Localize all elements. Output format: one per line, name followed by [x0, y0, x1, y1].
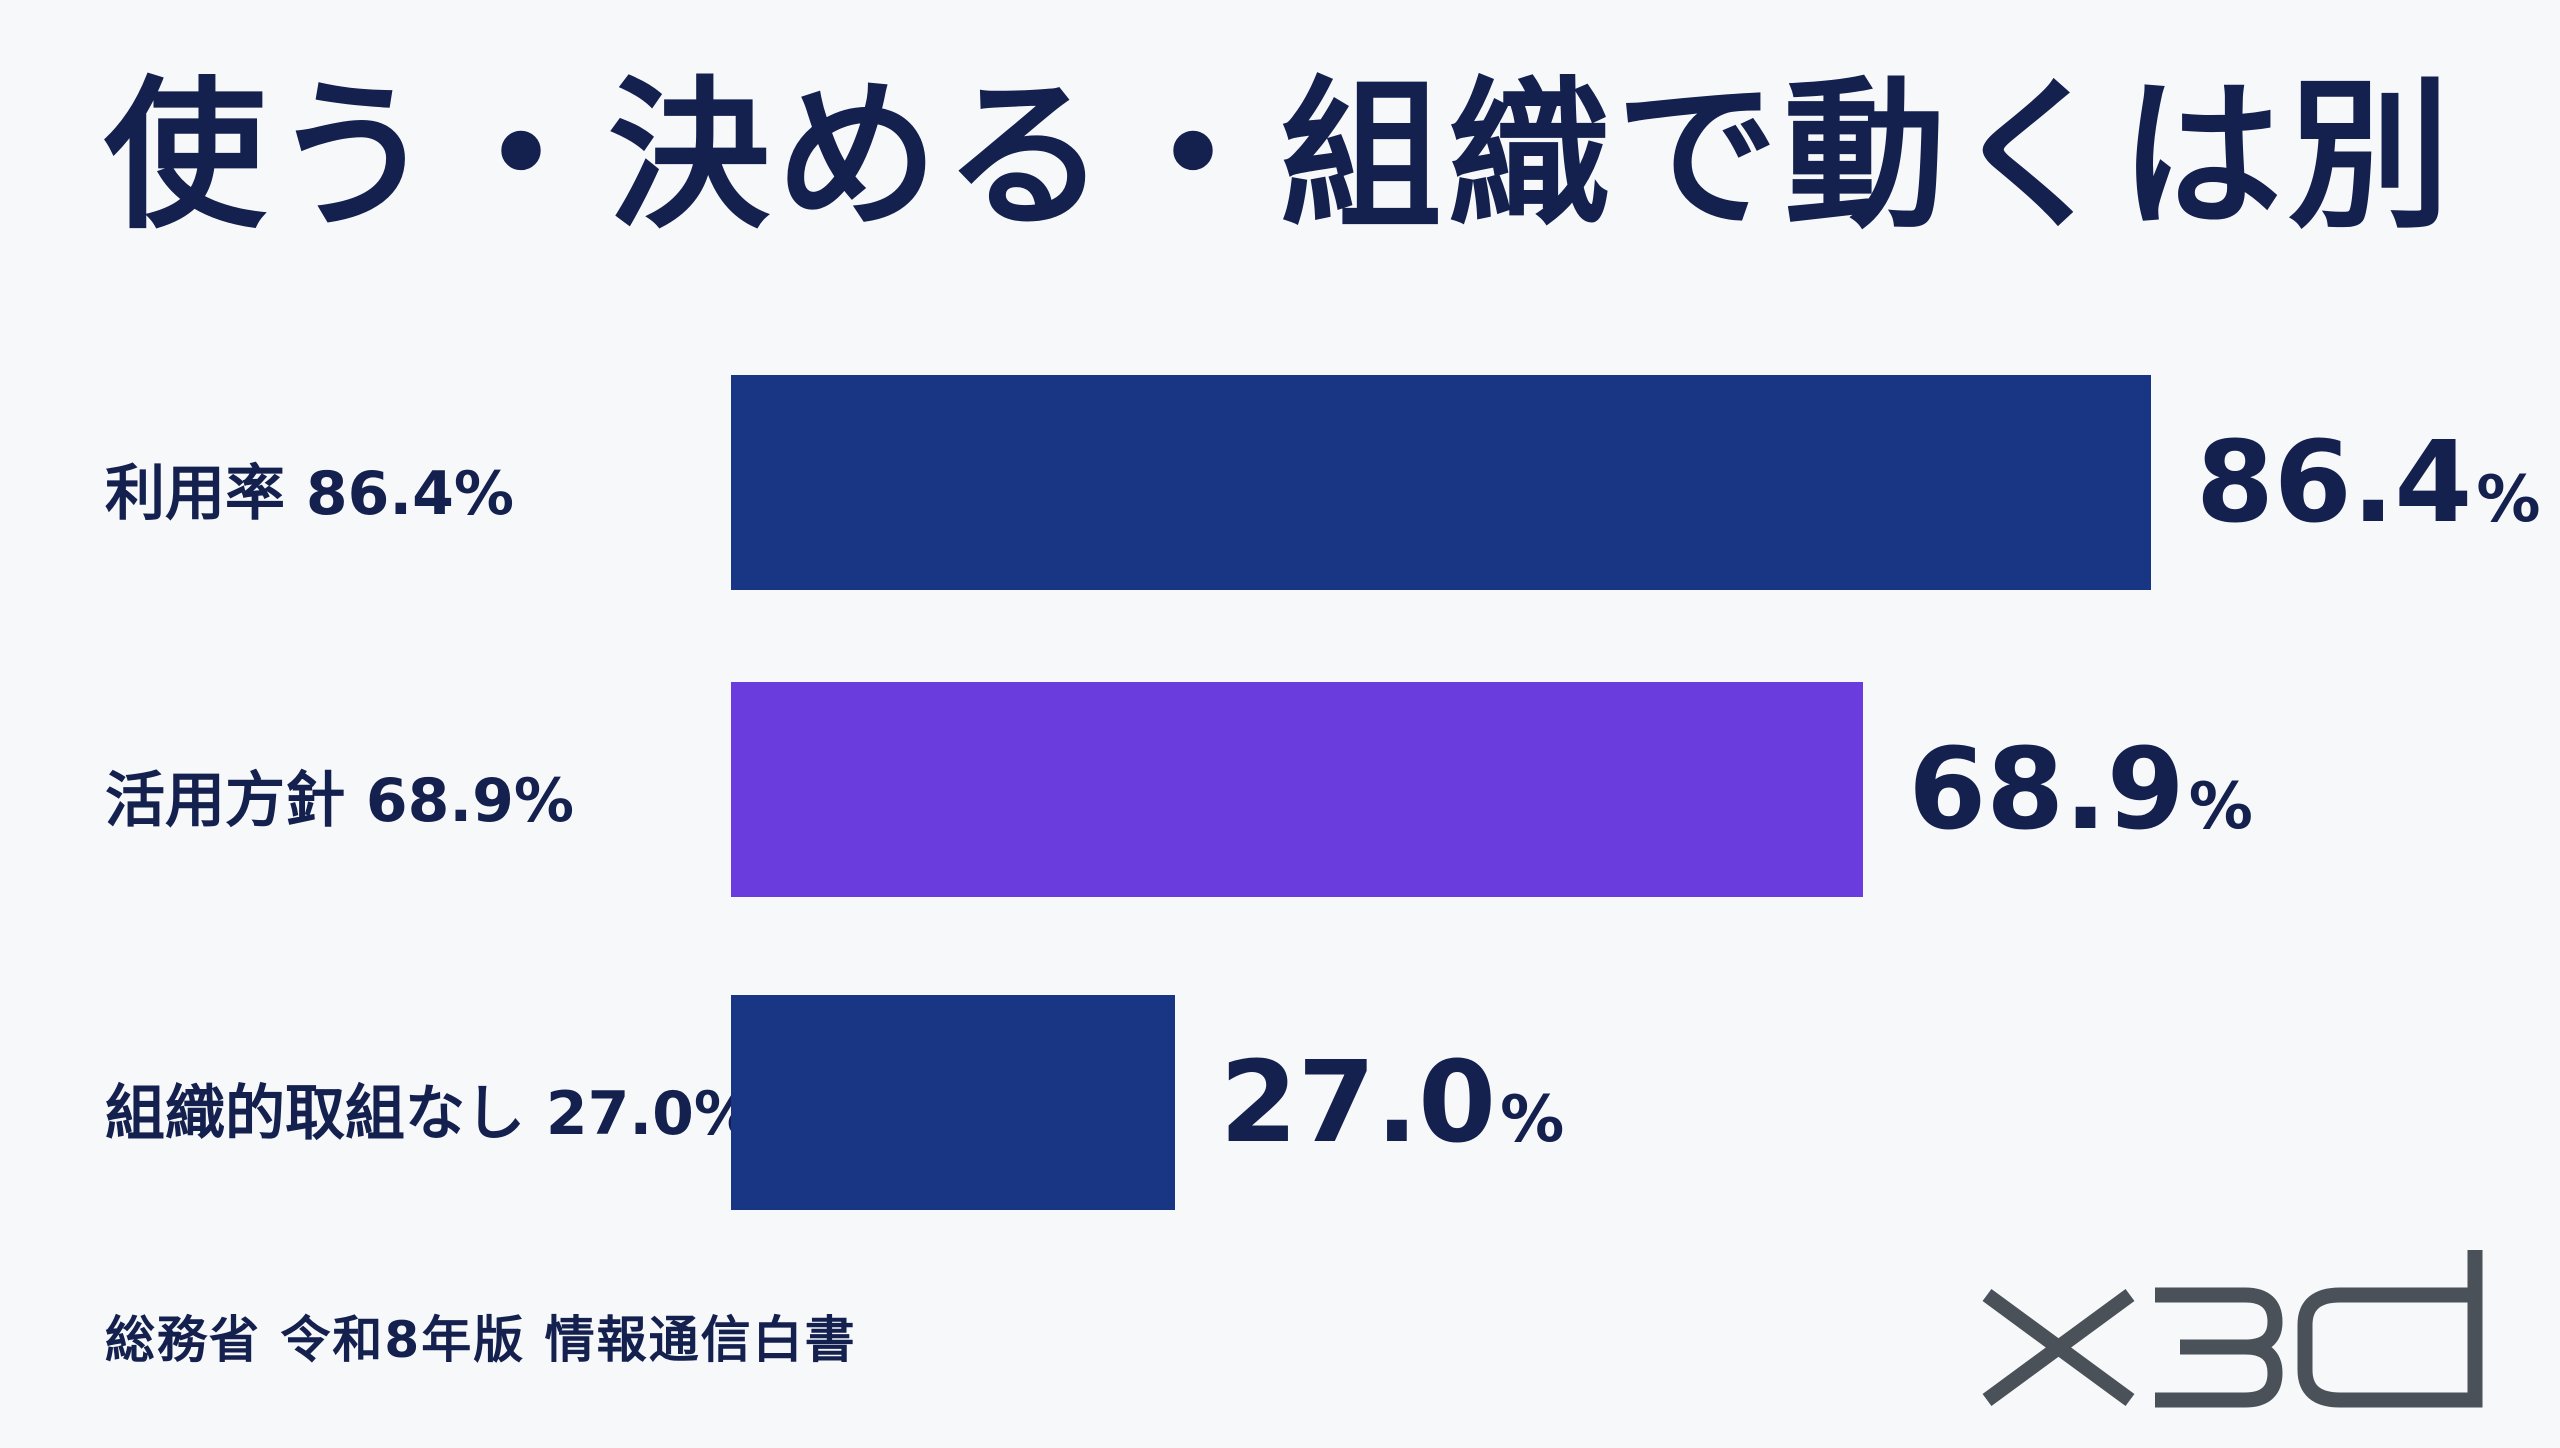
bar	[731, 995, 1175, 1210]
value-number: 68.9	[1908, 724, 2185, 855]
x3d-logo-icon	[1982, 1250, 2483, 1408]
row-label: 利用率 86.4%	[105, 458, 515, 529]
value-unit: %	[2476, 462, 2541, 537]
bar	[731, 375, 2151, 590]
value-unit: %	[1500, 1082, 1565, 1157]
source-note: 総務省 令和8年版 情報通信白書	[105, 1311, 857, 1369]
row-label: 組織的取組なし 27.0%	[105, 1078, 755, 1149]
bar-value-label: 68.9%	[1908, 734, 2252, 846]
row-label: 活用方針 68.9%	[105, 765, 575, 836]
value-number: 86.4	[2196, 417, 2473, 548]
bar	[731, 682, 1864, 897]
page-title: 使う・決める・組織で動くは別	[104, 63, 2456, 251]
value-unit: %	[2188, 769, 2253, 844]
bar-value-label: 86.4%	[2196, 427, 2540, 539]
value-number: 27.0	[1219, 1037, 1497, 1168]
bar-value-label: 27.0%	[1220, 1047, 1564, 1159]
